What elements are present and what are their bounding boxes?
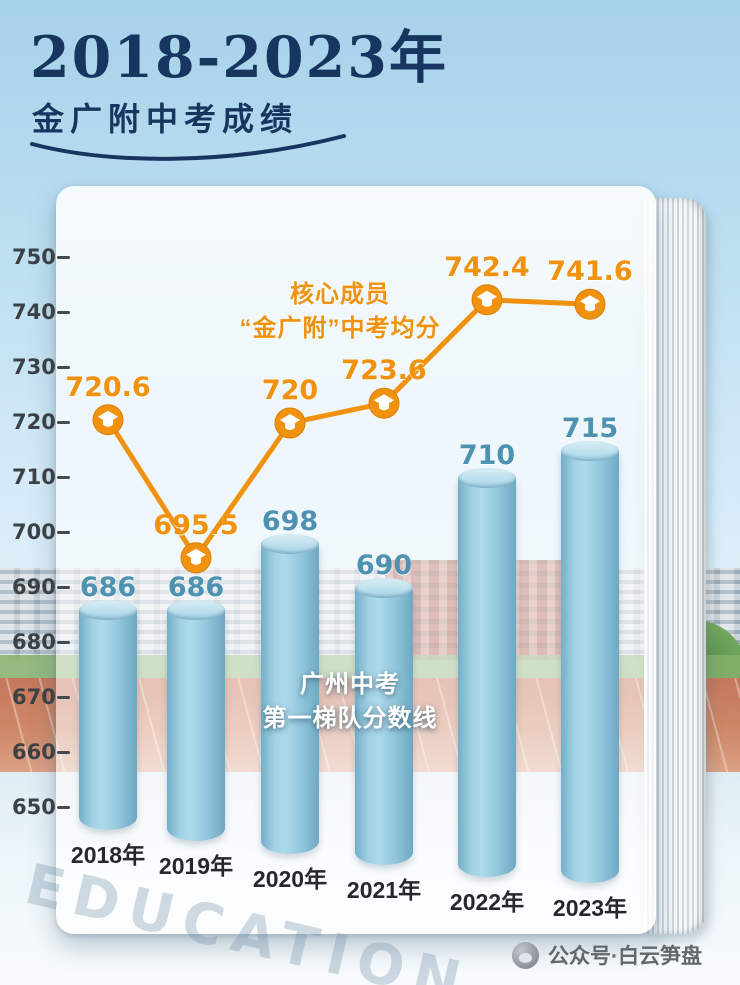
y-axis-tick-label: 650 xyxy=(12,795,56,819)
x-axis-label: 2023年 xyxy=(552,895,628,921)
y-axis-tick-mark xyxy=(57,311,70,314)
y-axis-tick-mark xyxy=(57,421,70,424)
bar-annotation-row-2: 第一梯队分数线 xyxy=(262,704,438,732)
y-axis-tick-label: 720 xyxy=(12,410,56,434)
swoosh-underline xyxy=(30,134,346,161)
bar-top-ellipse xyxy=(79,600,137,620)
y-axis-tick-mark xyxy=(57,586,70,589)
y-axis-tick-mark xyxy=(57,806,70,809)
bar xyxy=(79,610,137,830)
line-value-label: 741.6 xyxy=(547,256,633,288)
page-title: 2018-2023年 xyxy=(30,24,448,91)
y-axis-tick-label: 750 xyxy=(12,245,56,269)
line-annotation-row-2: “金广附”中考均分 xyxy=(239,314,441,342)
y-axis-tick-label: 730 xyxy=(12,355,56,379)
bar-value-label: 698 xyxy=(261,506,319,537)
bar xyxy=(167,610,225,841)
bar-annotation-row-1: 广州中考 xyxy=(300,671,400,698)
bar-series-annotation: 广州中考 第一梯队分数线 xyxy=(240,668,460,735)
y-axis-tick-label: 670 xyxy=(12,685,56,709)
line-value-label: 695.5 xyxy=(153,509,239,541)
credit-logo-icon xyxy=(512,941,539,969)
y-axis-tick-mark xyxy=(57,256,70,259)
x-axis-label: 2018年 xyxy=(70,842,146,868)
y-axis-tick-mark xyxy=(57,531,70,534)
bar-value-label: 690 xyxy=(355,550,413,581)
x-axis-label: 2019年 xyxy=(158,853,234,879)
bar-top-ellipse xyxy=(167,600,225,620)
y-axis-tick-label: 700 xyxy=(12,520,56,544)
x-axis-label: 2022年 xyxy=(449,889,525,915)
bar-top-ellipse xyxy=(355,578,413,598)
y-axis-tick-mark xyxy=(57,696,70,699)
credit: 公众号·白云笋盘 xyxy=(512,940,702,970)
line-value-label: 723.6 xyxy=(341,355,427,387)
line-series-annotation: 核心成员 “金广附”中考均分 xyxy=(225,278,455,345)
line-annotation-row-1: 核心成员 xyxy=(290,281,390,308)
y-axis-tick-label: 690 xyxy=(12,575,56,599)
y-axis-tick-mark xyxy=(57,751,70,754)
line-value-label: 720 xyxy=(261,375,319,406)
y-axis-tick-label: 710 xyxy=(12,465,56,489)
bar xyxy=(261,544,319,854)
bar-value-label: 686 xyxy=(167,572,225,603)
line-value-label: 720.6 xyxy=(65,371,151,403)
y-axis-tick-mark xyxy=(57,476,70,479)
y-axis-tick-label: 660 xyxy=(12,740,56,764)
page-subtitle: 金广附中考成绩 xyxy=(32,100,299,138)
y-axis-tick-mark xyxy=(57,641,70,644)
y-axis-tick-label: 680 xyxy=(12,630,56,654)
credit-text: 公众号·白云笋盘 xyxy=(548,945,702,968)
bar-value-label: 710 xyxy=(458,440,516,471)
y-axis-tick-mark xyxy=(57,366,70,369)
line-value-label: 742.4 xyxy=(444,251,530,283)
bar-value-label: 686 xyxy=(79,572,137,603)
bar xyxy=(355,588,413,865)
x-axis-label: 2020年 xyxy=(252,866,328,892)
y-axis-tick-label: 740 xyxy=(12,300,56,324)
x-axis-label: 2021年 xyxy=(346,877,422,903)
bar-value-label: 715 xyxy=(561,412,619,444)
